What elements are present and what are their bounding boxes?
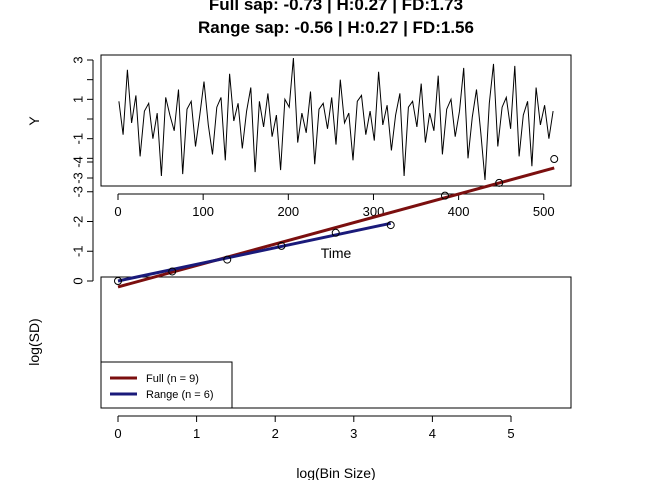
top-y-axis-label: Y [26,116,42,126]
bottom-panel: 0 1 2 3 4 5 -4 -3 -2 -1 0 log(Bin Size) log(SD) Fu… [26,155,572,480]
fit-line-range [117,221,392,283]
title-line-2: Range sap: -0.56 | H:0.27 | FD:1.56 [198,18,474,37]
bottom-series-layer [114,155,559,289]
time-series-line [118,57,554,181]
title-line-1: Full sap: -0.73 | H:0.27 | FD:1.73 [209,0,463,14]
bottom-axis-ticks: 0 1 2 3 4 5 -4 -3 -2 -1 0 [71,156,515,441]
top-x-tick-label: 200 [277,204,299,219]
top-panel: 0 100 200 300 400 500-3-113 Time Y [26,54,572,261]
legend-label-range: Range (n = 6) [146,389,214,401]
bottom-y-tick-label: 0 [71,277,86,284]
bottom-y-tick-label: -1 [71,245,86,257]
top-y-tick-label: 3 [71,56,86,63]
bottom-y-tick-label: -4 [71,156,86,168]
bottom-x-tick-label: 1 [193,426,200,441]
data-point [495,178,504,187]
bottom-y-tick-label: -3 [71,186,86,198]
top-y-tick-label: -3 [71,172,86,184]
top-series-layer [118,57,554,181]
bottom-x-tick-label: 5 [507,426,514,441]
legend-label-full: Full (n = 9) [146,373,199,385]
bottom-y-axis-label: log(SD) [26,318,42,365]
top-plot-box [100,54,572,187]
data-point [440,191,449,200]
top-x-tick-label: 100 [192,204,214,219]
bottom-x-tick-label: 4 [429,426,436,441]
top-x-tick-label: 500 [533,204,555,219]
top-y-tick-label: -1 [71,133,86,145]
top-x-tick-label: 400 [448,204,470,219]
data-point [386,221,395,230]
top-x-tick-label: 0 [114,204,121,219]
data-point [114,277,122,285]
bottom-x-tick-label: 3 [350,426,357,441]
data-point [550,155,559,164]
top-axis-ticks: 0 100 200 300 400 500-3-113 [71,56,555,219]
data-point [223,255,232,264]
top-y-tick-label: 1 [71,96,86,103]
bottom-y-tick-label: -2 [71,216,86,228]
bottom-x-tick-label: 0 [114,426,121,441]
top-x-axis-label: Time [321,245,352,261]
data-point [168,267,177,276]
bottom-x-axis-label: log(Bin Size) [296,465,375,480]
bottom-x-tick-label: 2 [272,426,279,441]
legend: Full (n = 9) Range (n = 6) [100,361,233,409]
data-point [331,228,340,237]
data-point [277,241,286,250]
bottom-plot-box [100,276,572,409]
legend-box [100,361,233,409]
